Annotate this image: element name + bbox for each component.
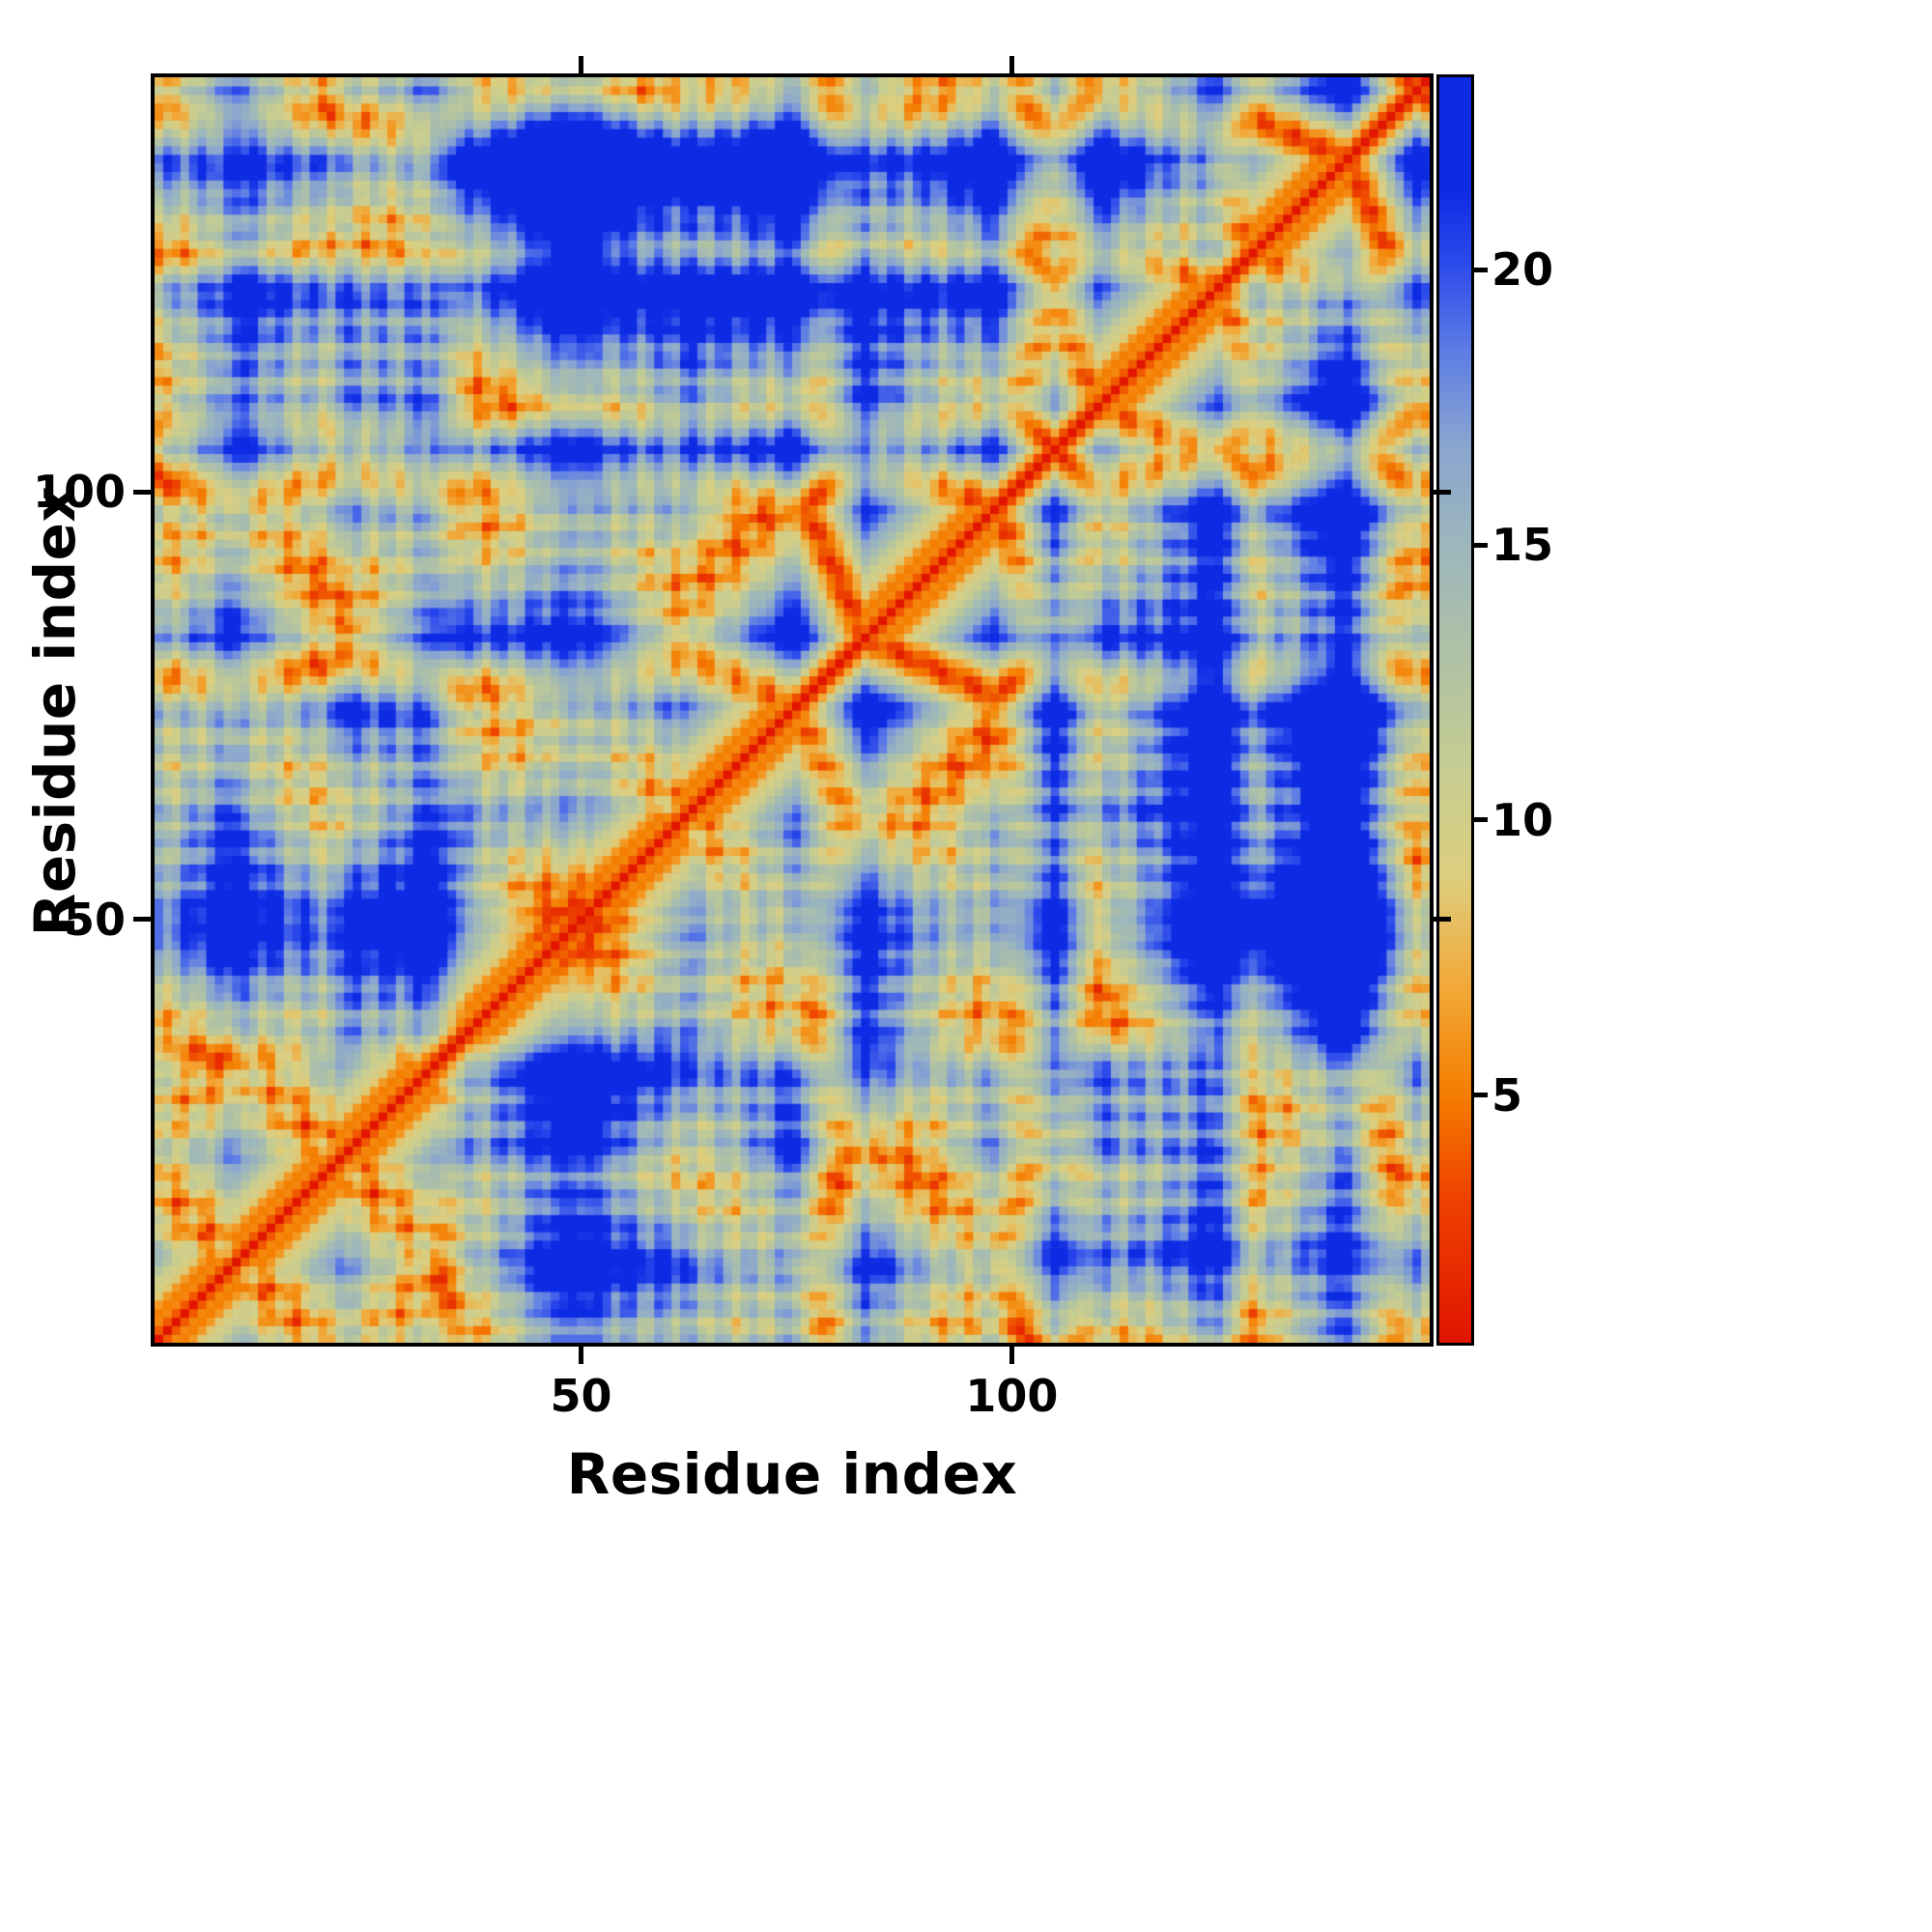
colorbar-tick — [1474, 267, 1488, 272]
x-axis-title: Residue index — [566, 1441, 1018, 1507]
colorbar — [1436, 74, 1474, 1346]
x-axis-tick-top — [1009, 56, 1014, 73]
colorbar-tick — [1474, 1093, 1488, 1098]
distance-matrix-heatmap — [155, 77, 1430, 1343]
colorbar-gradient — [1439, 77, 1471, 1343]
colorbar-tick — [1474, 817, 1488, 823]
y-axis-tick-label: 50 — [63, 893, 126, 946]
y-axis-tick-right — [1434, 489, 1451, 495]
x-axis-tick-label: 100 — [965, 1370, 1059, 1422]
y-axis-tick-label: 100 — [32, 466, 126, 519]
y-axis-title: Residue index — [22, 485, 88, 937]
x-axis-tick-label: 50 — [550, 1370, 612, 1422]
y-axis-tick-left — [133, 489, 151, 495]
x-axis-tick-bottom — [1009, 1347, 1014, 1364]
colorbar-tick-label: 10 — [1492, 793, 1554, 846]
colorbar-tick-label: 5 — [1492, 1068, 1523, 1122]
x-axis-tick-bottom — [578, 1347, 583, 1364]
colorbar-tick-label: 15 — [1492, 519, 1554, 572]
colorbar-tick — [1474, 542, 1488, 548]
heatmap-frame — [151, 73, 1434, 1347]
y-axis-tick-left — [133, 917, 151, 923]
x-axis-tick-top — [578, 56, 583, 73]
y-axis-tick-right — [1434, 917, 1451, 923]
colorbar-tick-label: 20 — [1492, 243, 1554, 297]
